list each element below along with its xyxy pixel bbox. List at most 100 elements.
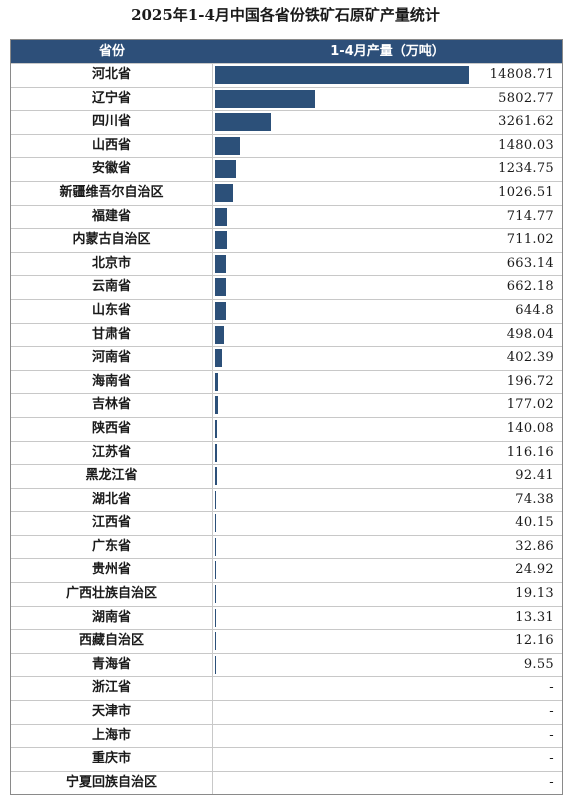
bar-mark: [215, 443, 217, 462]
table-row: 内蒙古自治区 711.02: [11, 228, 562, 252]
value-label: -: [549, 774, 554, 790]
value-label: 140.08: [506, 420, 554, 436]
output-cell: 714.77: [213, 206, 562, 229]
output-cell: 140.08: [213, 418, 562, 441]
province-label: 湖南省: [11, 606, 213, 630]
province-label: 天津市: [11, 701, 213, 724]
table-row: 西藏自治区 12.16: [11, 629, 562, 653]
output-cell: 92.41: [213, 465, 562, 488]
bar-mark: [215, 514, 216, 533]
value-label: 402.39: [506, 350, 554, 366]
province-label: 甘肃省: [11, 323, 213, 347]
table-row: 贵州省 24.92: [11, 558, 562, 583]
table-row: 青海省 9.55: [11, 652, 562, 677]
table-row: 湖北省 74.38: [11, 487, 562, 512]
value-label: 663.14: [506, 255, 554, 271]
data-table: 省份 1-4月产量（万吨） 河北省 14808.71 辽宁省 5802.77 四川省 32…: [10, 39, 563, 796]
bar-mark: [215, 467, 217, 486]
output-cell: 3261.62: [213, 111, 562, 134]
province-label: 辽宁省: [11, 87, 213, 111]
output-cell: -: [213, 748, 562, 771]
province-label: 广西壮族自治区: [11, 583, 213, 606]
table-row: 海南省 196.72: [11, 369, 562, 394]
value-label: -: [549, 680, 554, 696]
province-label: 贵州省: [11, 559, 213, 583]
bar-mark: [215, 585, 216, 604]
table-row: 广东省 32.86: [11, 534, 562, 559]
value-label: 177.02: [506, 397, 554, 413]
value-label: 40.15: [515, 515, 554, 531]
bar-mark: [215, 490, 217, 509]
value-label: 13.31: [515, 609, 554, 625]
bar-mark: [215, 278, 227, 297]
output-cell: 1026.51: [213, 182, 562, 205]
bar-mark: [215, 372, 219, 391]
output-cell: 662.18: [213, 276, 562, 299]
table-row: 安徽省 1234.75: [11, 157, 562, 181]
province-label: 内蒙古自治区: [11, 229, 213, 252]
table-row: 河南省 402.39: [11, 346, 562, 370]
table-row: 河北省 14808.71: [11, 63, 562, 87]
value-label: 498.04: [506, 326, 554, 342]
output-cell: -: [213, 725, 562, 748]
table-row: 甘肃省 498.04: [11, 322, 562, 347]
bar-mark: [215, 183, 233, 202]
province-label: 四川省: [11, 111, 213, 134]
value-label: 116.16: [506, 444, 554, 460]
output-cell: 644.8: [213, 300, 562, 323]
value-label: 711.02: [506, 232, 554, 248]
value-label: 662.18: [506, 279, 554, 295]
output-cell: -: [213, 677, 562, 700]
output-cell: 711.02: [213, 229, 562, 252]
bar-mark: [215, 396, 219, 415]
province-label: 西藏自治区: [11, 630, 213, 653]
bar-mark: [215, 254, 227, 273]
output-cell: 498.04: [213, 324, 562, 347]
output-cell: 116.16: [213, 442, 562, 465]
output-cell: -: [213, 701, 562, 724]
value-label: 196.72: [506, 373, 554, 389]
province-label: 海南省: [11, 370, 213, 394]
output-cell: 24.92: [213, 559, 562, 582]
table-row: 吉林省 177.02: [11, 393, 562, 417]
province-label: 青海省: [11, 653, 213, 677]
province-label: 广东省: [11, 535, 213, 559]
table-row: 宁夏回族自治区 -: [11, 770, 562, 795]
table-row: 新疆维吾尔自治区 1026.51: [11, 180, 562, 205]
output-cell: 12.16: [213, 630, 562, 653]
output-cell: 13.31: [213, 607, 562, 630]
province-label: 新疆维吾尔自治区: [11, 181, 213, 205]
table-row: 陕西省 140.08: [11, 416, 562, 441]
value-label: 14808.71: [489, 67, 554, 82]
province-label: 湖北省: [11, 488, 213, 512]
value-label: -: [549, 751, 554, 767]
province-label: 福建省: [11, 205, 213, 229]
table-row: 辽宁省 5802.77: [11, 86, 562, 111]
output-cell: 402.39: [213, 347, 562, 370]
province-label: 北京市: [11, 252, 213, 276]
output-cell: 74.38: [213, 489, 562, 512]
value-label: -: [549, 704, 554, 720]
header-output: 1-4月产量（万吨）: [330, 44, 445, 59]
province-label: 浙江省: [11, 677, 213, 701]
bar-mark: [215, 231, 228, 250]
output-cell: 19.13: [213, 583, 562, 606]
output-cell: 40.15: [213, 512, 562, 535]
value-label: 3261.62: [498, 114, 554, 130]
value-label: 9.55: [523, 656, 554, 672]
province-label: 吉林省: [11, 394, 213, 417]
bar-mark: [215, 632, 216, 651]
table-row: 福建省 714.77: [11, 204, 562, 229]
province-label: 江西省: [11, 512, 213, 535]
output-cell: 663.14: [213, 253, 562, 276]
province-label: 河南省: [11, 347, 213, 370]
value-label: 714.77: [506, 208, 554, 224]
table-row: 北京市 663.14: [11, 251, 562, 276]
table-row: 山西省 1480.03: [11, 133, 562, 158]
output-cell: -: [213, 772, 562, 795]
table-row: 江西省 40.15: [11, 511, 562, 535]
value-label: 644.8: [515, 302, 554, 318]
output-cell: 32.86: [213, 536, 562, 559]
province-label: 河北省: [11, 64, 213, 87]
bar-mark: [215, 66, 469, 84]
